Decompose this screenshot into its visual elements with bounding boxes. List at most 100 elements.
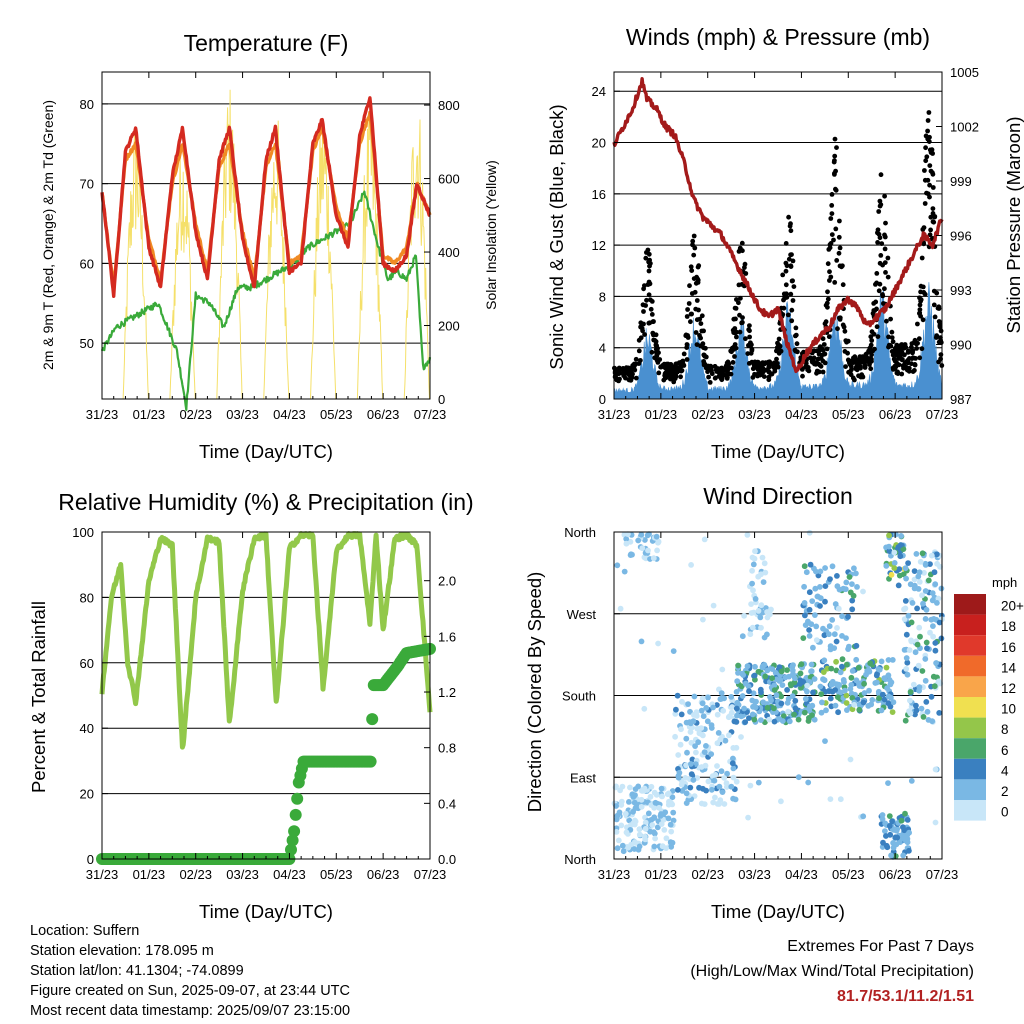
- direction-point: [645, 810, 652, 817]
- direction-point: [898, 533, 904, 539]
- gust-point: [882, 234, 888, 240]
- direction-point: [690, 712, 697, 718]
- gust-point: [701, 359, 707, 364]
- y-tick-label: 4: [599, 341, 606, 356]
- legend-swatch: [954, 779, 986, 800]
- direction-point: [726, 732, 732, 739]
- direction-point: [929, 597, 936, 604]
- direction-point: [927, 561, 933, 567]
- direction-point: [677, 741, 684, 748]
- direction-point: [908, 778, 915, 784]
- gust-point: [653, 349, 659, 355]
- direction-point: [879, 816, 886, 822]
- direction-point: [810, 644, 816, 651]
- legend-swatch: [954, 738, 986, 759]
- gust-point: [696, 307, 701, 313]
- direction-point: [935, 595, 942, 602]
- direction-point: [876, 695, 882, 702]
- direction-point: [653, 533, 660, 540]
- gust-point: [936, 306, 942, 311]
- direction-point: [845, 646, 851, 652]
- gust-point: [903, 364, 909, 370]
- y2-tick-label: 600: [438, 172, 460, 187]
- direction-point: [620, 848, 627, 855]
- gust-point: [752, 363, 757, 369]
- direction-point: [913, 702, 919, 709]
- gust-point: [795, 349, 800, 355]
- direction-point: [777, 677, 784, 683]
- direction-point: [913, 707, 920, 714]
- gust-point: [718, 375, 724, 381]
- gust-point: [689, 291, 695, 296]
- direction-point: [804, 688, 810, 695]
- gust-point: [886, 342, 892, 348]
- direction-point: [867, 660, 874, 667]
- direction-point: [829, 617, 836, 623]
- direction-point: [730, 765, 737, 772]
- 9m-t-line: [100, 110, 432, 291]
- direction-point: [919, 668, 926, 674]
- gust-point: [643, 303, 648, 308]
- direction-point: [696, 784, 702, 791]
- direction-point: [923, 606, 930, 613]
- gust-point: [837, 218, 842, 224]
- gust-point: [937, 322, 943, 327]
- gust-point: [649, 299, 655, 304]
- direction-point: [843, 579, 850, 586]
- direction-point: [614, 562, 621, 569]
- gust-point: [747, 323, 752, 328]
- direction-point: [700, 616, 706, 623]
- gust-point: [702, 353, 707, 358]
- direction-point: [927, 629, 933, 636]
- direction-point: [752, 663, 758, 670]
- direction-point: [860, 813, 867, 820]
- gust-point: [872, 308, 878, 313]
- direction-point: [914, 605, 920, 612]
- direction-point: [810, 689, 816, 696]
- gust-point: [793, 325, 799, 331]
- direction-point: [800, 678, 807, 685]
- direction-point: [886, 548, 893, 554]
- direction-point: [778, 798, 784, 805]
- direction-point: [769, 675, 775, 682]
- direction-point: [817, 683, 824, 690]
- gust-point: [786, 256, 792, 262]
- direction-point: [829, 678, 836, 685]
- gust-point: [912, 362, 918, 368]
- direction-point: [670, 817, 677, 824]
- gust-point: [833, 168, 838, 174]
- gust-point: [684, 357, 690, 362]
- gust-point: [699, 313, 705, 319]
- direction-point: [755, 779, 762, 786]
- gust-point: [688, 311, 694, 317]
- x-tick-label: 04/23: [785, 407, 818, 422]
- insolation-curve: [169, 150, 196, 400]
- direction-point: [861, 680, 867, 687]
- direction-point: [760, 579, 767, 585]
- direction-point: [922, 677, 929, 684]
- pressure-line: [612, 76, 944, 374]
- gust-point: [878, 253, 884, 258]
- y-tick-label: 0: [87, 852, 94, 867]
- direction-point: [761, 560, 768, 567]
- gust-point: [832, 158, 837, 164]
- winds-ylabel: Sonic Wind & Gust (Blue, Black): [546, 104, 567, 369]
- direction-point: [811, 676, 818, 682]
- gust-point: [834, 145, 839, 151]
- gust-point: [880, 262, 885, 268]
- direction-point: [917, 558, 924, 565]
- gust-point: [791, 284, 797, 289]
- station-elevation: Station elevation: 178.095 m: [30, 943, 214, 959]
- gust-point: [746, 343, 751, 348]
- gust-point: [933, 335, 939, 340]
- direction-point: [839, 663, 845, 670]
- direction-point: [752, 548, 758, 555]
- gust-point: [641, 309, 646, 314]
- gust-point: [784, 291, 789, 297]
- insolation-curve: [216, 89, 243, 400]
- direction-point: [834, 694, 841, 700]
- gust-point: [903, 344, 909, 350]
- direction-point: [636, 843, 643, 850]
- direction-point: [843, 635, 849, 641]
- direction-point: [665, 815, 672, 822]
